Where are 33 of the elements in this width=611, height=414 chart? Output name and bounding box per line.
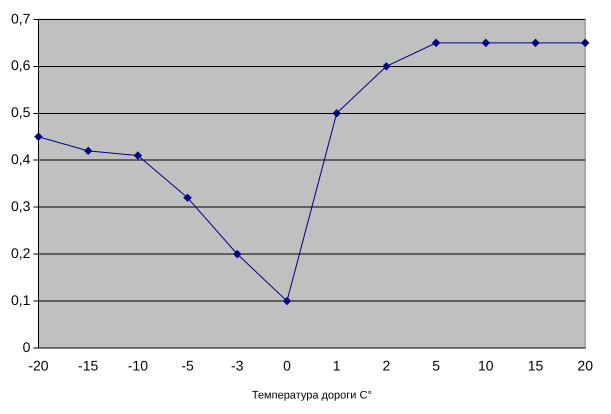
x-tick-label: 1 xyxy=(332,357,341,374)
point xyxy=(332,109,341,118)
point xyxy=(134,152,142,160)
x-tick-label: -3 xyxy=(231,357,244,374)
x-tick-label: 10 xyxy=(478,357,494,374)
point xyxy=(233,250,242,258)
x-tick-label: 0 xyxy=(283,357,292,374)
y-tick-label: 0,2 xyxy=(10,244,31,261)
x-tick-label: 15 xyxy=(528,357,544,374)
point xyxy=(382,62,390,70)
point xyxy=(532,38,540,47)
point xyxy=(581,38,590,47)
x-tick-label: -20 xyxy=(28,357,49,374)
point xyxy=(432,38,440,47)
y-tick-label: 0,6 xyxy=(10,57,31,74)
point xyxy=(282,297,291,306)
x-tick-label: -5 xyxy=(181,357,194,374)
y-tick-label: 0,1 xyxy=(10,292,31,308)
point xyxy=(34,132,42,141)
point xyxy=(184,194,192,202)
x-tick-label: -10 xyxy=(128,357,148,374)
y-tick-label: 0,4 xyxy=(10,151,31,168)
y-tick-label: 0,3 xyxy=(10,198,31,214)
x-tick-label: 5 xyxy=(432,357,440,374)
x-tick-label: 20 xyxy=(577,357,594,374)
y-tick-label: 0,7 xyxy=(10,10,31,26)
x-tick-label: 2 xyxy=(382,357,390,374)
x-tick-label: -15 xyxy=(78,357,98,374)
y-tick-label: 0,5 xyxy=(10,104,31,120)
x-axis-title: Температура дороги С° xyxy=(252,389,372,402)
point xyxy=(482,38,490,47)
y-tick-label: 0 xyxy=(22,338,31,355)
point xyxy=(84,146,92,155)
